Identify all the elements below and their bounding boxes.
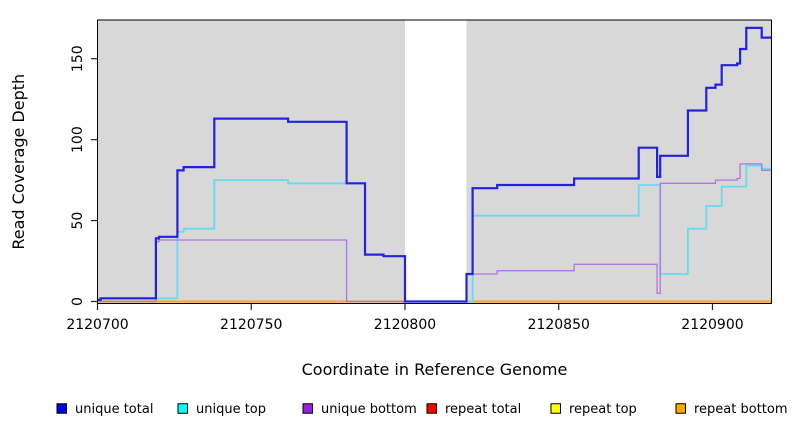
y-tick-label: 50 xyxy=(70,212,86,230)
x-tick-label: 2120700 xyxy=(66,317,128,333)
y-axis-title: Read Coverage Depth xyxy=(9,74,28,250)
legend-swatch-unique-top xyxy=(177,403,188,414)
y-tick-label: 100 xyxy=(70,126,86,153)
legend-swatch-unique-bottom xyxy=(302,403,313,414)
series-line-unique-bottom xyxy=(97,163,772,303)
x-tick-label: 2120900 xyxy=(681,317,743,333)
legend-swatch-repeat-bottom xyxy=(675,403,686,414)
legend-label-unique-bottom: unique bottom xyxy=(321,402,417,417)
x-tick-label: 2120750 xyxy=(220,317,282,333)
x-tick-label: 2120800 xyxy=(374,317,436,333)
legend-label-repeat-top: repeat top xyxy=(569,402,637,417)
y-tick-label: 150 xyxy=(70,45,86,72)
legend-swatch-repeat-total xyxy=(426,403,437,414)
legend-label-repeat-total: repeat total xyxy=(445,402,521,417)
x-axis-title: Coordinate in Reference Genome xyxy=(302,360,568,379)
legend-label-unique-top: unique top xyxy=(196,402,266,417)
shaded-region-1 xyxy=(466,20,772,304)
legend-swatch-unique-total xyxy=(56,403,67,414)
legend-label-unique-total: unique total xyxy=(75,402,153,417)
legend-swatch-repeat-top xyxy=(550,403,561,414)
plot-box xyxy=(97,19,772,304)
legend-label-repeat-bottom: repeat bottom xyxy=(694,402,788,417)
x-tick-label: 2120850 xyxy=(528,317,590,333)
y-tick-label: 0 xyxy=(70,297,86,306)
shaded-region-0 xyxy=(97,20,405,304)
series-line-unique-total xyxy=(97,26,772,303)
